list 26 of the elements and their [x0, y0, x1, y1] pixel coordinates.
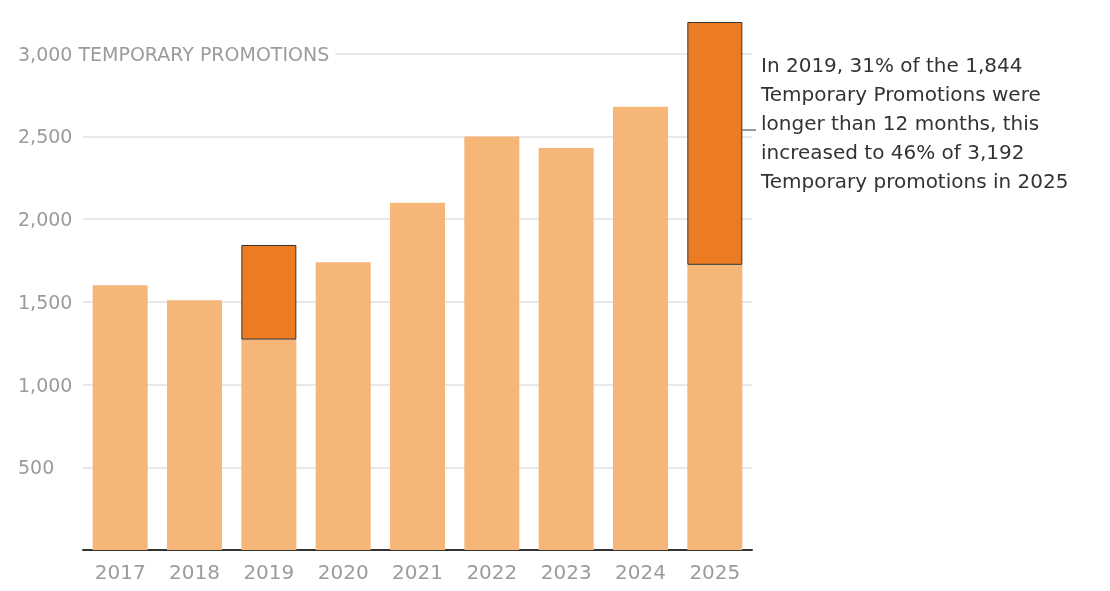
- x-tick-label: 2023: [540, 560, 592, 584]
- y-tick-label: 500: [18, 456, 55, 479]
- y-tick-label: 2,500: [18, 125, 73, 148]
- bar: [241, 339, 297, 550]
- bar: [613, 106, 668, 550]
- x-tick-label: 2018: [169, 560, 220, 584]
- x-tick-label: 2019: [243, 560, 295, 584]
- x-tick-label: 2022: [466, 560, 518, 584]
- x-tick-label: 2024: [615, 560, 666, 584]
- x-tick-label: 2020: [317, 560, 369, 584]
- y-tick-label: 1,500: [18, 290, 73, 313]
- bar: [315, 262, 371, 550]
- bar: [464, 136, 520, 550]
- y-tick-label: 1,000: [18, 373, 73, 396]
- y-tick-label: 2,000: [18, 208, 73, 231]
- bar: [390, 202, 445, 550]
- x-tick-label: 2025: [689, 560, 741, 584]
- bar: [92, 285, 148, 550]
- x-tick-label: 2021: [392, 560, 443, 584]
- bar: [538, 148, 594, 550]
- x-tick-label: 2017: [94, 560, 146, 584]
- y-tick-label: 3,000 TEMPORARY PROMOTIONS: [18, 42, 330, 65]
- bar: [167, 300, 222, 550]
- bar: [687, 264, 743, 550]
- bar: [241, 244, 297, 340]
- text: In 2019, 31% of the 1,844 Temporary Promotions were longer than 12 months, this increased to 46% of 3,192 Temporary promotions in 2025: [760, 52, 1069, 193]
